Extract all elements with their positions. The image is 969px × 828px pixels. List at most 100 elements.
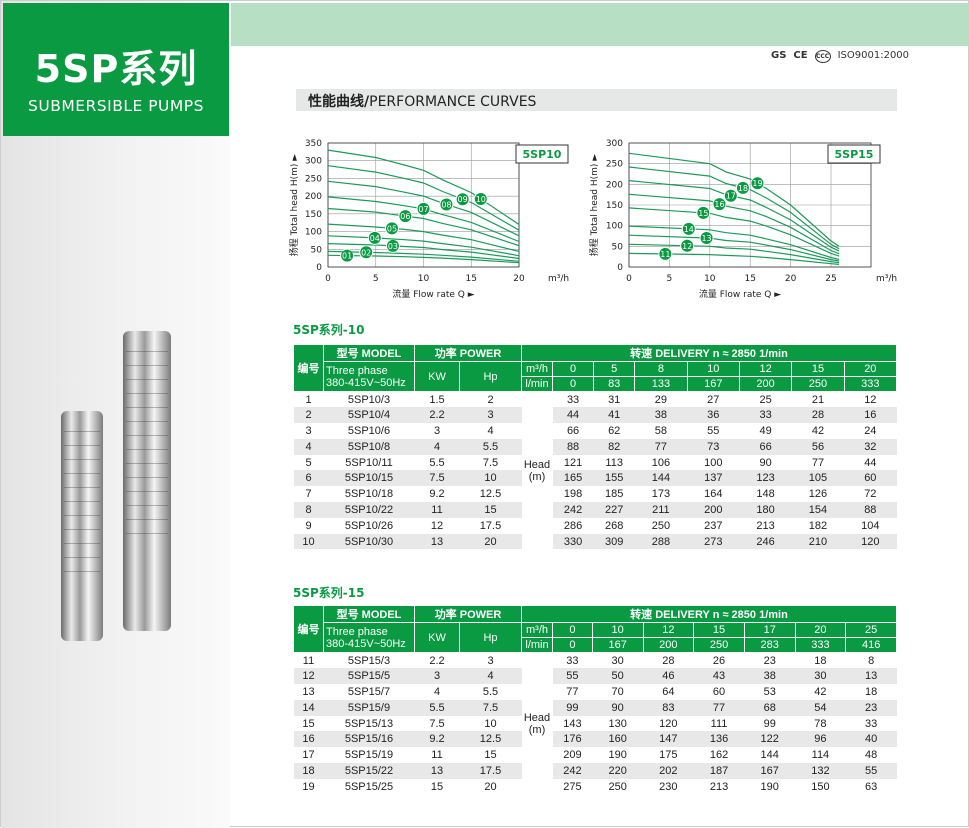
header-number: 编号 <box>293 605 324 653</box>
pump-stage-rib <box>64 431 100 432</box>
head-value: 42 <box>814 685 827 698</box>
head-value: 88 <box>844 502 897 518</box>
ce-mark-icon: CE <box>793 50 808 61</box>
table-row: 10 5SP10/30 13 20 330 309 288 273 246 210 120 <box>293 533 897 550</box>
head-value: 220 <box>592 763 644 779</box>
curve-08 <box>327 180 520 237</box>
chart-title: 5SP10 <box>523 148 562 161</box>
power-hp: 4 <box>459 668 522 685</box>
model-name: 5SP10/22 <box>323 502 415 518</box>
curve-marker <box>473 191 488 206</box>
pump-stage-rib <box>126 379 168 380</box>
x-tick-label: 20 <box>513 274 525 284</box>
head-value: 105 <box>791 470 845 487</box>
flow-lmin: 200 <box>642 637 695 653</box>
header-hp: Hp <box>459 361 522 392</box>
curve-label: 16 <box>714 200 724 209</box>
row-number: 2 <box>293 407 324 424</box>
head-value: 114 <box>811 749 830 762</box>
power-kw: 9.2 <box>414 731 460 748</box>
curve-marker <box>359 245 374 260</box>
head-value: 38 <box>744 668 796 685</box>
head-label: Head <box>523 458 551 471</box>
table-row: 11 5SP15/3 2.2 3 Head (m) 33 30 28 26 23 18 8 <box>294 652 897 795</box>
head-value: 60 <box>844 470 897 487</box>
x-tick-label: 5 <box>373 274 379 284</box>
head-unit-label: Head (m) <box>521 652 553 795</box>
power-kw: 4 <box>414 438 460 455</box>
x-tick-label: 20 <box>785 274 797 284</box>
head-value: 309 <box>593 533 635 550</box>
table-5sp10: 编号 型号 MODEL 功率 POWER 转速 DELIVERY n ≈ 2850 1… <box>293 344 898 550</box>
head-value: 83 <box>643 699 694 716</box>
curve-marker <box>735 180 750 195</box>
head-value: 90 <box>592 699 644 716</box>
power-kw: 3 <box>433 424 441 437</box>
flow-m3h: 5 <box>593 361 636 377</box>
flow-lmin: 133 <box>634 376 688 392</box>
power-hp: 3 <box>459 407 522 424</box>
x-axis-label: 流量 Flow rate Q ► <box>392 288 474 300</box>
flow-m3h: 15 <box>791 361 845 377</box>
pump-stage-rib <box>126 421 168 422</box>
flow-lmin: 167 <box>591 637 644 653</box>
curve-label: 15 <box>698 209 708 218</box>
model-name: 5SP15/9 <box>323 699 415 716</box>
head-value: 275 <box>563 780 582 793</box>
curve-label: 02 <box>361 248 371 257</box>
model-name: 5SP10/18 <box>344 488 394 501</box>
curve-marker <box>367 230 382 245</box>
head-value: 13 <box>845 668 897 685</box>
power-kw: 11 <box>414 502 460 518</box>
pump-stage-rib <box>126 407 168 408</box>
header-hp: Hp <box>459 622 522 653</box>
header-delivery: 转速 DELIVERY n ≈ 2850 1/min <box>521 344 897 362</box>
head-value: 126 <box>808 488 828 501</box>
flow-m3h: 20 <box>843 361 898 377</box>
flow-m3h: 10 <box>686 361 740 377</box>
head-value: 242 <box>552 763 593 779</box>
flow-m3h: 15 <box>693 622 745 638</box>
table-row: 1 5SP10/3 1.5 2 Head (m) 33 31 29 27 25 21 12 <box>294 391 897 550</box>
flow-lmin: 0 <box>551 376 595 392</box>
head-value: 64 <box>662 685 675 698</box>
head-value: 167 <box>744 763 796 779</box>
head-value: 23 <box>763 654 776 667</box>
table-5sp15: 编号 型号 MODEL 功率 POWER 转速 DELIVERY n ≈ 2850 1… <box>293 605 897 795</box>
head-value: 99 <box>552 699 593 716</box>
power-kw: 2.2 <box>429 654 445 667</box>
curve-15 <box>628 207 840 257</box>
curve-label: 11 <box>660 250 670 259</box>
header-power: 功率 POWER <box>414 605 522 623</box>
pump-stage-rib <box>126 533 168 534</box>
curve-label: 13 <box>701 234 711 243</box>
head-value: 77 <box>566 685 579 698</box>
y-tick-label: 0 <box>617 263 623 273</box>
model-name: 5SP10/26 <box>344 519 394 532</box>
power-kw: 3 <box>414 668 460 685</box>
phase-line-1: Three phase <box>326 625 388 638</box>
head-value: 25 <box>759 393 772 406</box>
table-row: 17 5SP15/19 11 15 209 190 175 162 144 114 48 <box>294 747 897 763</box>
head-value: 44 <box>864 456 877 469</box>
model-name: 5SP10/30 <box>323 533 415 550</box>
head-value: 77 <box>634 438 688 455</box>
model-name: 5SP15/13 <box>344 717 394 730</box>
power-hp: 5.5 <box>482 685 499 698</box>
header-power: 功率 POWER <box>414 344 522 362</box>
curve-label: 01 <box>342 252 352 261</box>
model-name: 5SP15/16 <box>323 731 415 748</box>
table-row: 15 5SP15/13 7.5 10 143 130 120 111 99 78 33 <box>294 716 897 732</box>
row-number: 10 <box>293 533 324 550</box>
header-model: 型号 MODEL <box>323 605 415 623</box>
header-kw: KW <box>414 622 460 653</box>
head-unit: (m) <box>528 723 546 736</box>
head-value: 182 <box>808 519 828 532</box>
table-row: 13 5SP15/7 4 5.5 77 70 64 60 53 42 18 <box>294 684 897 700</box>
head-value: 72 <box>864 488 877 501</box>
flow-m3h: 17 <box>743 622 796 638</box>
pump-stage-rib <box>64 515 100 516</box>
y-tick-label: 0 <box>316 263 322 273</box>
header-model: 型号 MODEL <box>323 344 415 362</box>
curve-label: 07 <box>418 205 428 214</box>
